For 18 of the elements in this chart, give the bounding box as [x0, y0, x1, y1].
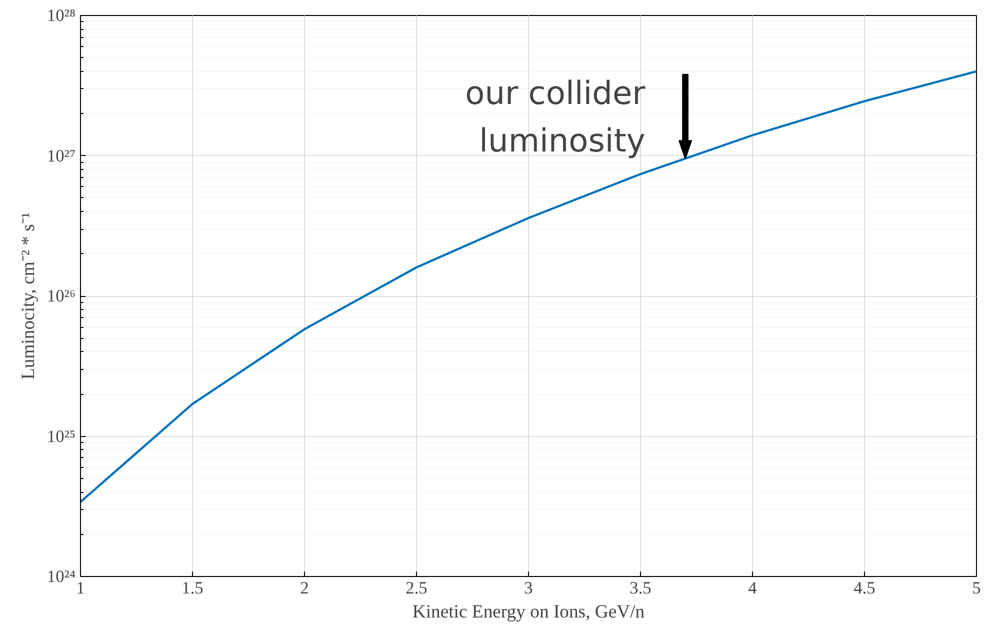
x-tick-label: 4	[748, 578, 758, 598]
y-tick-label: 10²⁵	[46, 426, 76, 446]
x-tick-label: 5	[972, 578, 981, 598]
y-axis-title: Luminocity, cm⁻² * s⁻¹	[18, 212, 39, 380]
x-tick-label: 4.5	[854, 578, 876, 598]
y-tick-label: 10²⁶	[46, 286, 76, 306]
y-tick-label: 10²⁷	[46, 146, 76, 166]
x-tick-label: 3.5	[630, 578, 652, 598]
x-tick-label: 2	[300, 578, 309, 598]
x-tick-label: 3	[524, 578, 533, 598]
x-axis-title: Kinetic Energy on Ions, GeV/n	[412, 602, 646, 622]
y-tick-label: 10²⁴	[46, 567, 76, 586]
line-series	[80, 70, 976, 504]
annotation: our collider luminosity	[465, 74, 646, 160]
x-tick-label: 1	[76, 578, 85, 598]
y-tick-label: 10²⁸	[46, 6, 76, 25]
x-tick-label: 1.5	[182, 578, 204, 598]
x-tick-label: 2.5	[406, 578, 428, 598]
